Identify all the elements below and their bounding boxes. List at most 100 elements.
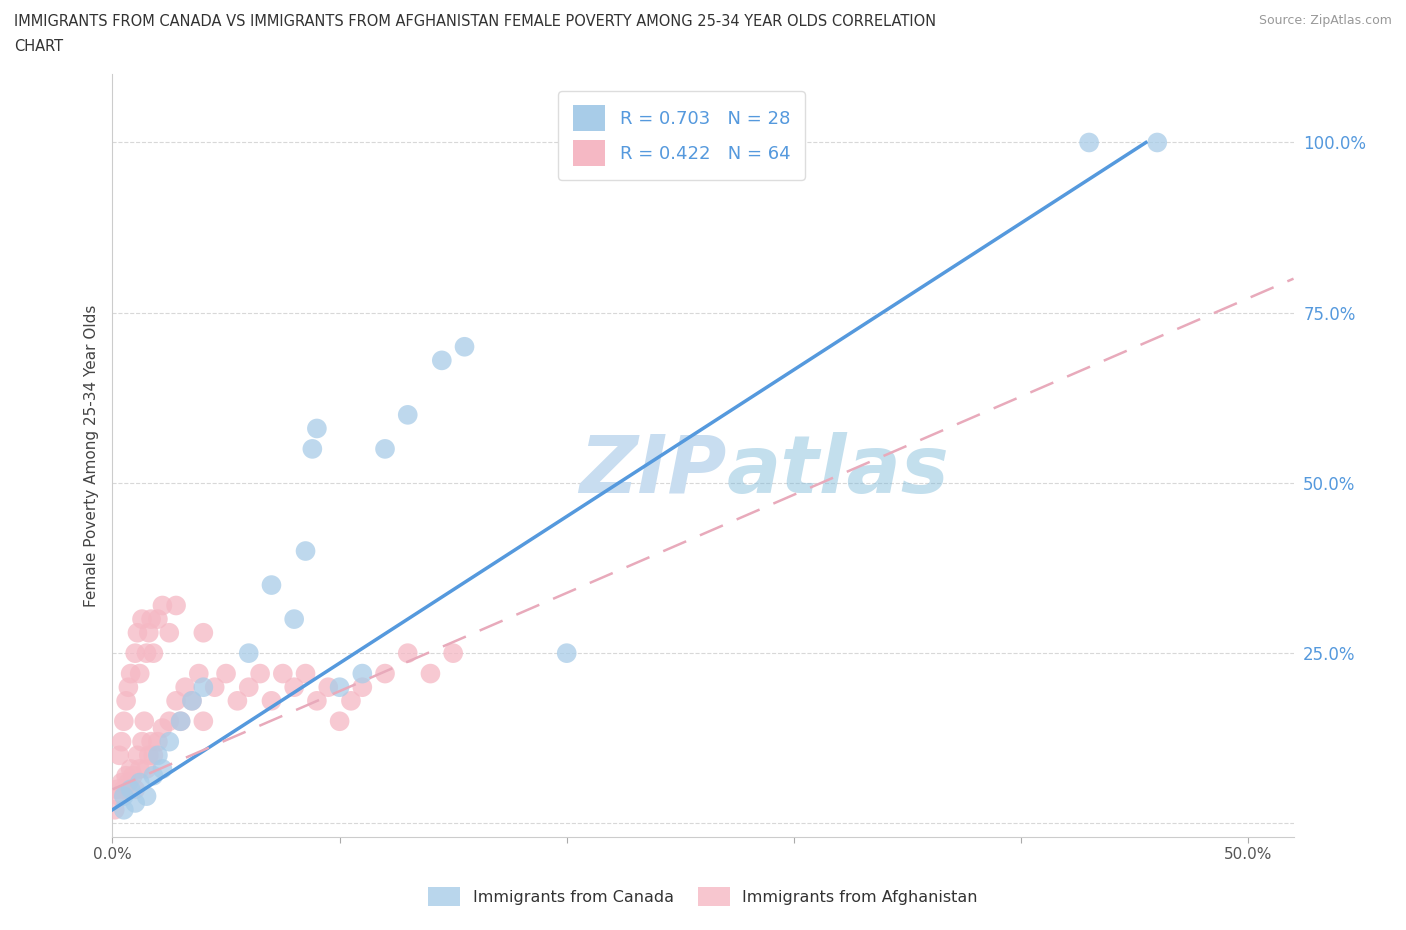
Point <box>238 680 260 695</box>
Point <box>419 666 441 681</box>
Point <box>127 625 149 640</box>
Point <box>115 694 138 709</box>
Point <box>105 782 128 797</box>
Point <box>146 612 169 627</box>
Point <box>204 680 226 695</box>
Text: ZIP: ZIP <box>579 432 727 510</box>
Point <box>340 694 363 709</box>
Point <box>294 666 316 681</box>
Point <box>142 768 165 783</box>
Point <box>316 680 339 695</box>
Point <box>112 803 135 817</box>
Point <box>138 748 160 763</box>
Point <box>169 714 191 729</box>
Point <box>128 775 150 790</box>
Point <box>135 762 157 777</box>
Point <box>260 578 283 592</box>
Point <box>110 735 132 750</box>
Point <box>138 625 160 640</box>
Point <box>117 775 139 790</box>
Point <box>249 666 271 681</box>
Point <box>329 714 352 729</box>
Point <box>157 714 180 729</box>
Point <box>165 694 187 709</box>
Point <box>108 789 131 804</box>
Point <box>283 680 305 695</box>
Legend: Immigrants from Canada, Immigrants from Afghanistan: Immigrants from Canada, Immigrants from … <box>422 881 984 912</box>
Point <box>134 714 156 729</box>
Point <box>193 714 215 729</box>
Point <box>120 666 142 681</box>
Point <box>329 680 352 695</box>
Point <box>555 645 578 660</box>
Point <box>139 612 162 627</box>
Y-axis label: Female Poverty Among 25-34 Year Olds: Female Poverty Among 25-34 Year Olds <box>83 304 98 607</box>
Point <box>117 680 139 695</box>
Legend: R = 0.703   N = 28, R = 0.422   N = 64: R = 0.703 N = 28, R = 0.422 N = 64 <box>558 91 806 180</box>
Point <box>120 762 142 777</box>
Point <box>128 666 150 681</box>
Point <box>120 782 142 797</box>
Point <box>294 543 316 558</box>
Point <box>142 645 165 660</box>
Point <box>146 748 169 763</box>
Point <box>115 768 138 783</box>
Point <box>124 782 146 797</box>
Point <box>193 680 215 695</box>
Point <box>352 666 374 681</box>
Point <box>174 680 197 695</box>
Point <box>152 762 174 777</box>
Text: IMMIGRANTS FROM CANADA VS IMMIGRANTS FROM AFGHANISTAN FEMALE POVERTY AMONG 25-34: IMMIGRANTS FROM CANADA VS IMMIGRANTS FRO… <box>14 14 936 29</box>
Point <box>374 666 396 681</box>
Point <box>1078 135 1101 150</box>
Point <box>305 694 328 709</box>
Point <box>104 803 127 817</box>
Point <box>110 775 132 790</box>
Point <box>139 735 162 750</box>
Point <box>374 442 396 457</box>
Point <box>352 680 374 695</box>
Point <box>135 645 157 660</box>
Point <box>112 789 135 804</box>
Point <box>169 714 191 729</box>
Point <box>135 789 157 804</box>
Point <box>124 645 146 660</box>
Point <box>128 762 150 777</box>
Point <box>152 598 174 613</box>
Point <box>181 694 204 709</box>
Point <box>301 442 323 457</box>
Point <box>396 407 419 422</box>
Point <box>127 748 149 763</box>
Point <box>131 612 153 627</box>
Point <box>108 748 131 763</box>
Point <box>157 625 180 640</box>
Text: atlas: atlas <box>727 432 949 510</box>
Point <box>430 353 453 368</box>
Point <box>157 735 180 750</box>
Point <box>260 694 283 709</box>
Point <box>124 795 146 810</box>
Point <box>305 421 328 436</box>
Point <box>142 748 165 763</box>
Point <box>152 721 174 736</box>
Point <box>112 782 135 797</box>
Point <box>271 666 294 681</box>
Point <box>226 694 249 709</box>
Point <box>146 735 169 750</box>
Point <box>396 645 419 660</box>
Point <box>122 768 145 783</box>
Point <box>193 625 215 640</box>
Point <box>1146 135 1168 150</box>
Point <box>238 645 260 660</box>
Point <box>187 666 209 681</box>
Text: CHART: CHART <box>14 39 63 54</box>
Point <box>441 645 464 660</box>
Text: Source: ZipAtlas.com: Source: ZipAtlas.com <box>1258 14 1392 27</box>
Point <box>283 612 305 627</box>
Point <box>181 694 204 709</box>
Point <box>453 339 475 354</box>
Point <box>165 598 187 613</box>
Point <box>112 714 135 729</box>
Point <box>131 735 153 750</box>
Point <box>215 666 238 681</box>
